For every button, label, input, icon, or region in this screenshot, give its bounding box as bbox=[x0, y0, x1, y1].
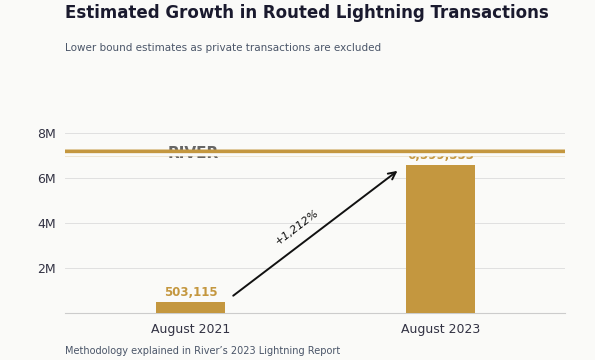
Bar bbox=[406, 165, 475, 313]
Text: 503,115: 503,115 bbox=[164, 286, 217, 299]
Text: Methodology explained in River’s 2023 Lightning Report: Methodology explained in River’s 2023 Li… bbox=[65, 346, 341, 356]
Polygon shape bbox=[0, 149, 595, 156]
Text: RIVER: RIVER bbox=[168, 146, 219, 161]
Text: 6,599,553: 6,599,553 bbox=[407, 149, 474, 162]
Text: Estimated Growth in Routed Lightning Transactions: Estimated Growth in Routed Lightning Tra… bbox=[65, 4, 549, 22]
Text: +1,212%: +1,212% bbox=[274, 207, 321, 247]
Bar bbox=[156, 302, 225, 313]
Polygon shape bbox=[0, 153, 595, 156]
Text: Lower bound estimates as private transactions are excluded: Lower bound estimates as private transac… bbox=[65, 43, 381, 53]
